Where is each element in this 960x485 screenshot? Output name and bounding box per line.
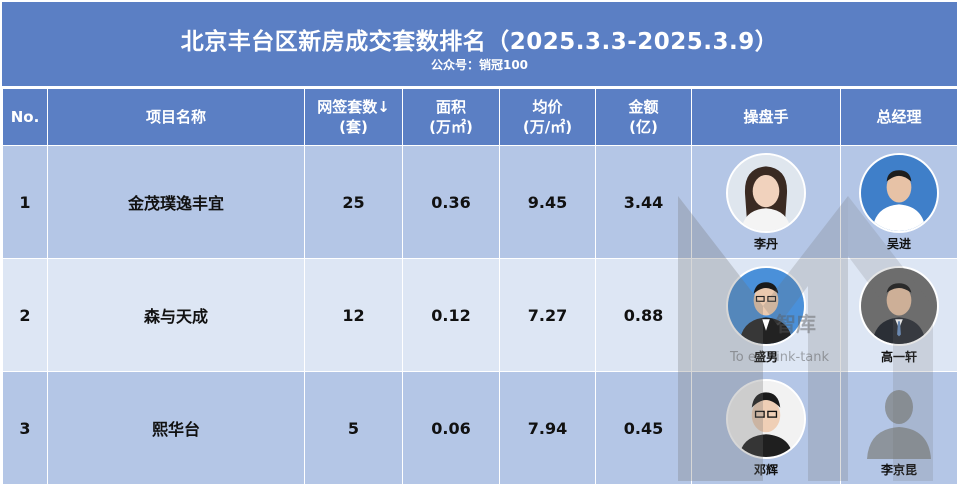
table-row: 3 熙华台 5 0.06 7.94 0.45 — [2, 371, 958, 485]
operator-name: 盛男 — [753, 349, 778, 364]
cell-amount: 3.44 — [595, 145, 692, 259]
col-no-label: No. — [10, 108, 40, 126]
avatar-placeholder — [859, 379, 939, 459]
cell-units: 12 — [304, 258, 403, 372]
table-row: 1 金茂璞逸丰宜 25 0.36 9.45 3.44 李丹 — [2, 145, 958, 259]
col-header-project: 项目名称 — [47, 88, 305, 146]
col-header-manager: 总经理 — [840, 88, 958, 146]
col-header-area: 面积 (万㎡) — [402, 88, 500, 146]
col-amount-label: 金额 (亿) — [628, 98, 659, 136]
cell-area: 0.12 — [402, 258, 500, 372]
manager-name: 吴进 — [886, 236, 911, 251]
cell-price: 9.45 — [499, 145, 596, 259]
cell-operator: 邓辉 — [691, 371, 841, 485]
cell-manager: 高一轩 — [840, 258, 958, 372]
cell-units: 5 — [304, 371, 403, 485]
cell-area: 0.36 — [402, 145, 500, 259]
avatar — [726, 265, 806, 346]
col-header-price: 均价 (万/㎡) — [499, 88, 596, 146]
cell-amount: 0.45 — [595, 371, 692, 485]
avatar — [726, 152, 806, 233]
cell-units: 25 — [304, 145, 403, 259]
cell-project: 森与天成 — [47, 258, 305, 372]
cell-project: 熙华台 — [47, 371, 305, 485]
person-photo-icon — [861, 267, 937, 344]
avatar — [859, 265, 939, 346]
cell-operator: 李丹 — [691, 145, 841, 259]
col-price-label: 均价 (万/㎡) — [522, 98, 573, 136]
operator-name: 李丹 — [753, 236, 778, 251]
cell-area: 0.06 — [402, 371, 500, 485]
manager-name: 高一轩 — [880, 349, 917, 364]
table-header-row: No. 项目名称 网签套数↓ (套) 面积 (万㎡) 均价 (万/㎡) 金额 (… — [2, 88, 958, 146]
cell-manager: 吴进 — [840, 145, 958, 259]
cell-no: 1 — [2, 145, 48, 259]
cell-price: 7.94 — [499, 371, 596, 485]
col-header-no: No. — [2, 88, 48, 146]
table-row: 2 森与天成 12 0.12 7.27 0.88 — [2, 258, 958, 372]
person-photo-icon — [728, 154, 804, 231]
col-header-units: 网签套数↓ (套) — [304, 88, 403, 146]
col-header-operator: 操盘手 — [691, 88, 841, 146]
col-operator-label: 操盘手 — [743, 108, 789, 126]
title-bar: 北京丰台区新房成交套数排名（2025.3.3-2025.3.9） 公众号：销冠1… — [2, 2, 957, 86]
cell-no: 3 — [2, 371, 48, 485]
cell-price: 7.27 — [499, 258, 596, 372]
person-photo-icon — [728, 267, 804, 344]
person-silhouette-icon — [867, 389, 931, 459]
col-manager-label: 总经理 — [876, 108, 922, 126]
ranking-table: No. 项目名称 网签套数↓ (套) 面积 (万㎡) 均价 (万/㎡) 金额 (… — [2, 88, 958, 485]
cell-operator: 盛男 — [691, 258, 841, 372]
col-units-label: 网签套数↓ (套) — [317, 98, 390, 136]
page-subtitle: 公众号：销冠100 — [430, 58, 529, 72]
page-title: 北京丰台区新房成交套数排名（2025.3.3-2025.3.9） — [180, 29, 779, 55]
col-header-amount: 金额 (亿) — [595, 88, 692, 146]
cell-amount: 0.88 — [595, 258, 692, 372]
person-photo-icon — [861, 154, 937, 231]
cell-manager: 李京昆 — [840, 371, 958, 485]
manager-name: 李京昆 — [880, 462, 917, 477]
operator-name: 邓辉 — [753, 462, 778, 477]
col-area-label: 面积 (万㎡) — [429, 98, 473, 136]
col-project-label: 项目名称 — [145, 108, 206, 126]
cell-no: 2 — [2, 258, 48, 372]
avatar — [726, 378, 806, 459]
avatar — [859, 152, 939, 233]
person-photo-icon — [728, 380, 804, 457]
cell-project: 金茂璞逸丰宜 — [47, 145, 305, 259]
